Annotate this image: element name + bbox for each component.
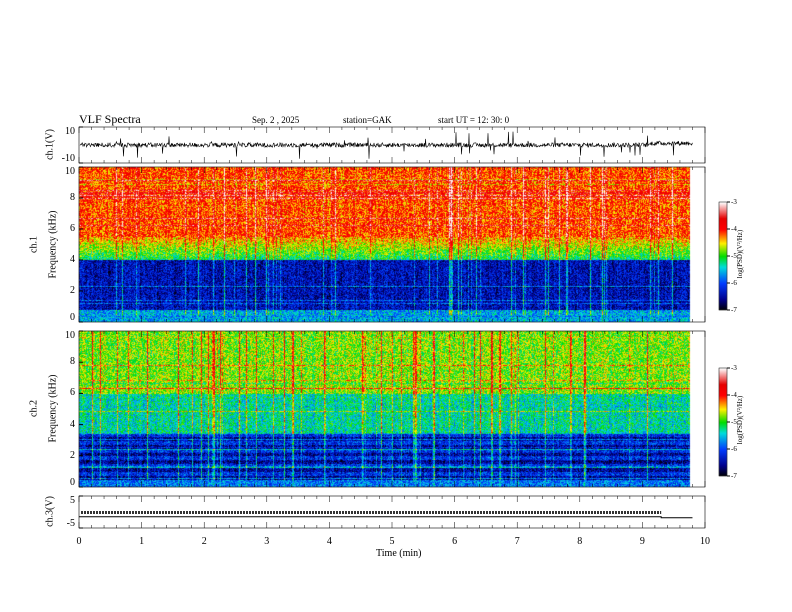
y-tick-label: 0 xyxy=(70,477,75,488)
colorbar-tick-label: -4 xyxy=(731,225,737,233)
y-tick-label: 10 xyxy=(65,126,75,137)
x-tick-label: 3 xyxy=(264,536,270,547)
y-tick-label: 5 xyxy=(70,495,75,506)
panel-frame-s2 xyxy=(78,330,706,488)
figure-title: VLF Spectra xyxy=(79,112,141,126)
ch3-waveform-line xyxy=(79,516,693,519)
y-tick-label: 6 xyxy=(70,387,75,399)
colorbar-tick-label: -5 xyxy=(731,252,737,260)
x-axis-label: Time (min) xyxy=(376,548,422,559)
colorbar2-label: log(PSD)(V²/Hz) xyxy=(736,395,744,445)
x-tick-label: 7 xyxy=(514,536,520,547)
y-tick-label: 0 xyxy=(70,312,75,323)
colorbar-1 xyxy=(718,201,728,311)
x-tick-label: 6 xyxy=(452,536,458,547)
ch2-freq-label: Frequency (kHz) xyxy=(47,374,59,443)
colorbar-tick-label: -6 xyxy=(731,279,737,287)
y-tick-label: 4 xyxy=(70,418,75,430)
x-tick-label: 4 xyxy=(326,536,332,547)
ch1-freq-label: Frequency (kHz) xyxy=(47,210,59,279)
colorbar-tick-label: -3 xyxy=(731,364,737,372)
x-tick-label: 8 xyxy=(577,536,583,547)
date-label: Sep. 2 , 2025 xyxy=(252,115,300,125)
colorbar-tick-label: -7 xyxy=(731,472,737,480)
station-label: station=GAK xyxy=(343,115,392,125)
y-tick-label: 2 xyxy=(70,285,75,296)
x-tick-label: 9 xyxy=(639,536,645,547)
y-tick-label: 8 xyxy=(70,192,75,203)
start-time-label: start UT = 12: 30: 0 xyxy=(438,115,510,125)
ch1-spec-label: ch.1 xyxy=(28,236,40,253)
x-tick-label: 10 xyxy=(700,536,710,547)
x-tick-label: 5 xyxy=(389,536,395,547)
colorbar-tick-label: -6 xyxy=(731,445,737,453)
colorbar-tick-label: -3 xyxy=(731,198,737,206)
colorbar-tick-label: -5 xyxy=(731,418,737,426)
colorbar-tick-label: -7 xyxy=(731,306,737,314)
x-tick-label: 2 xyxy=(201,536,207,547)
y-tick-label: -10 xyxy=(61,153,75,164)
ch1-waveform-line xyxy=(79,131,693,159)
y-tick-label: 4 xyxy=(70,254,75,265)
y-tick-label: -5 xyxy=(66,518,75,529)
y-tick-label: 8 xyxy=(70,356,75,368)
colorbar-tick-label: -4 xyxy=(731,391,737,399)
ch3-ylabel: ch.3(V) xyxy=(44,496,56,527)
ch1-ylabel: ch.1(V) xyxy=(44,129,56,160)
x-tick-label: 1 xyxy=(139,536,145,547)
y-tick-label: 10 xyxy=(65,330,75,341)
y-tick-label: 10 xyxy=(65,166,75,177)
colorbar1-label: log(PSD)(V²/Hz) xyxy=(736,229,744,279)
ch2-spec-label: ch.2 xyxy=(28,400,40,417)
x-tick-label: 0 xyxy=(76,536,82,547)
y-tick-label: 6 xyxy=(70,223,75,234)
colorbar-2 xyxy=(718,367,728,477)
y-tick-label: 2 xyxy=(70,449,75,461)
panel-frame-s1 xyxy=(78,166,706,323)
